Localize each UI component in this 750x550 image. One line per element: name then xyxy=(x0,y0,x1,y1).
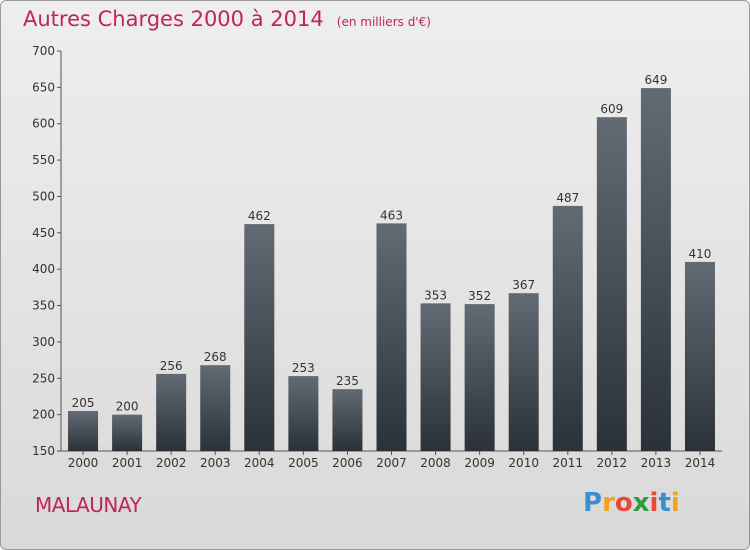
bar-2014 xyxy=(684,261,715,451)
chart-title: Autres Charges 2000 à 2014 xyxy=(23,7,324,31)
logo-letter: x xyxy=(632,488,650,518)
x-tick-label: 2012 xyxy=(597,456,628,470)
bar-2006 xyxy=(332,389,363,451)
value-label-2009: 352 xyxy=(468,289,491,303)
value-label-2004: 462 xyxy=(248,209,271,223)
y-tick-label: 600 xyxy=(32,117,55,131)
x-tick-label: 2002 xyxy=(156,456,187,470)
bar-2002 xyxy=(156,373,187,451)
title-row: Autres Charges 2000 à 2014 (en milliers … xyxy=(23,7,431,31)
x-tick-label: 2013 xyxy=(641,456,672,470)
y-tick-label: 700 xyxy=(32,44,55,58)
y-tick-label: 500 xyxy=(32,189,55,203)
y-tick-label: 350 xyxy=(32,299,55,313)
x-tick-label: 2005 xyxy=(288,456,319,470)
data-labels: 205 200 256 268 462 253 235 463 353 352 367 487 609 6… xyxy=(72,73,712,414)
x-tick-label: 2011 xyxy=(552,456,583,470)
x-tick-label: 2006 xyxy=(332,456,363,470)
value-label-2002: 256 xyxy=(160,359,183,373)
axes: 150 200 250 300 350 400 450 500 550 600 650 700 2000… xyxy=(32,44,722,470)
x-tick-label: 2003 xyxy=(200,456,231,470)
x-tick-label: 2007 xyxy=(376,456,407,470)
proxiti-logo: Proxiti xyxy=(583,488,680,518)
value-label-2010: 367 xyxy=(512,278,535,292)
x-tick-label: 2009 xyxy=(464,456,495,470)
x-tick-label: 2014 xyxy=(685,456,716,470)
x-tick-label: 2008 xyxy=(420,456,451,470)
y-tick-label: 450 xyxy=(32,226,55,240)
value-label-2001: 200 xyxy=(116,400,139,414)
bar-2000 xyxy=(68,411,99,451)
town-name: MALAUNAY xyxy=(35,493,142,517)
logo-letter: t xyxy=(658,488,671,518)
chart-subtitle: (en milliers d'€) xyxy=(336,15,431,29)
bar-2007 xyxy=(376,223,407,451)
logo-letter: i xyxy=(670,488,680,518)
bar-2012 xyxy=(596,117,627,451)
y-tick-label: 300 xyxy=(32,335,55,349)
bar-2003 xyxy=(200,365,231,451)
bar-2005 xyxy=(288,376,319,451)
value-label-2011: 487 xyxy=(556,191,579,205)
value-label-2013: 649 xyxy=(644,73,667,87)
logo-letter: P xyxy=(583,488,603,518)
value-label-2007: 463 xyxy=(380,208,403,222)
bar-2001 xyxy=(112,414,143,451)
bar-2011 xyxy=(552,205,583,451)
value-label-2003: 268 xyxy=(204,350,227,364)
logo-letter: i xyxy=(649,488,659,518)
bar-2010 xyxy=(508,293,539,451)
x-tick-label: 2001 xyxy=(112,456,143,470)
value-label-2014: 410 xyxy=(689,247,712,261)
y-tick-label: 400 xyxy=(32,262,55,276)
value-label-2000: 205 xyxy=(72,396,95,410)
bar-2009 xyxy=(464,304,495,451)
x-tick-label: 2010 xyxy=(508,456,539,470)
y-tick-label: 150 xyxy=(32,444,55,458)
x-tick-label: 2000 xyxy=(68,456,99,470)
bar-2004 xyxy=(244,224,275,451)
y-tick-label: 650 xyxy=(32,80,55,94)
y-tick-label: 250 xyxy=(32,371,55,385)
logo-letter: r xyxy=(602,488,615,518)
bars xyxy=(68,88,715,451)
value-label-2012: 609 xyxy=(600,102,623,116)
y-tick-label: 200 xyxy=(32,408,55,422)
y-tick-label: 550 xyxy=(32,153,55,167)
value-label-2006: 235 xyxy=(336,374,359,388)
bar-2013 xyxy=(640,88,671,451)
value-label-2005: 253 xyxy=(292,361,315,375)
x-tick-label: 2004 xyxy=(244,456,275,470)
value-label-2008: 353 xyxy=(424,288,447,302)
logo-letter: o xyxy=(614,488,633,518)
bar-2008 xyxy=(420,303,451,451)
